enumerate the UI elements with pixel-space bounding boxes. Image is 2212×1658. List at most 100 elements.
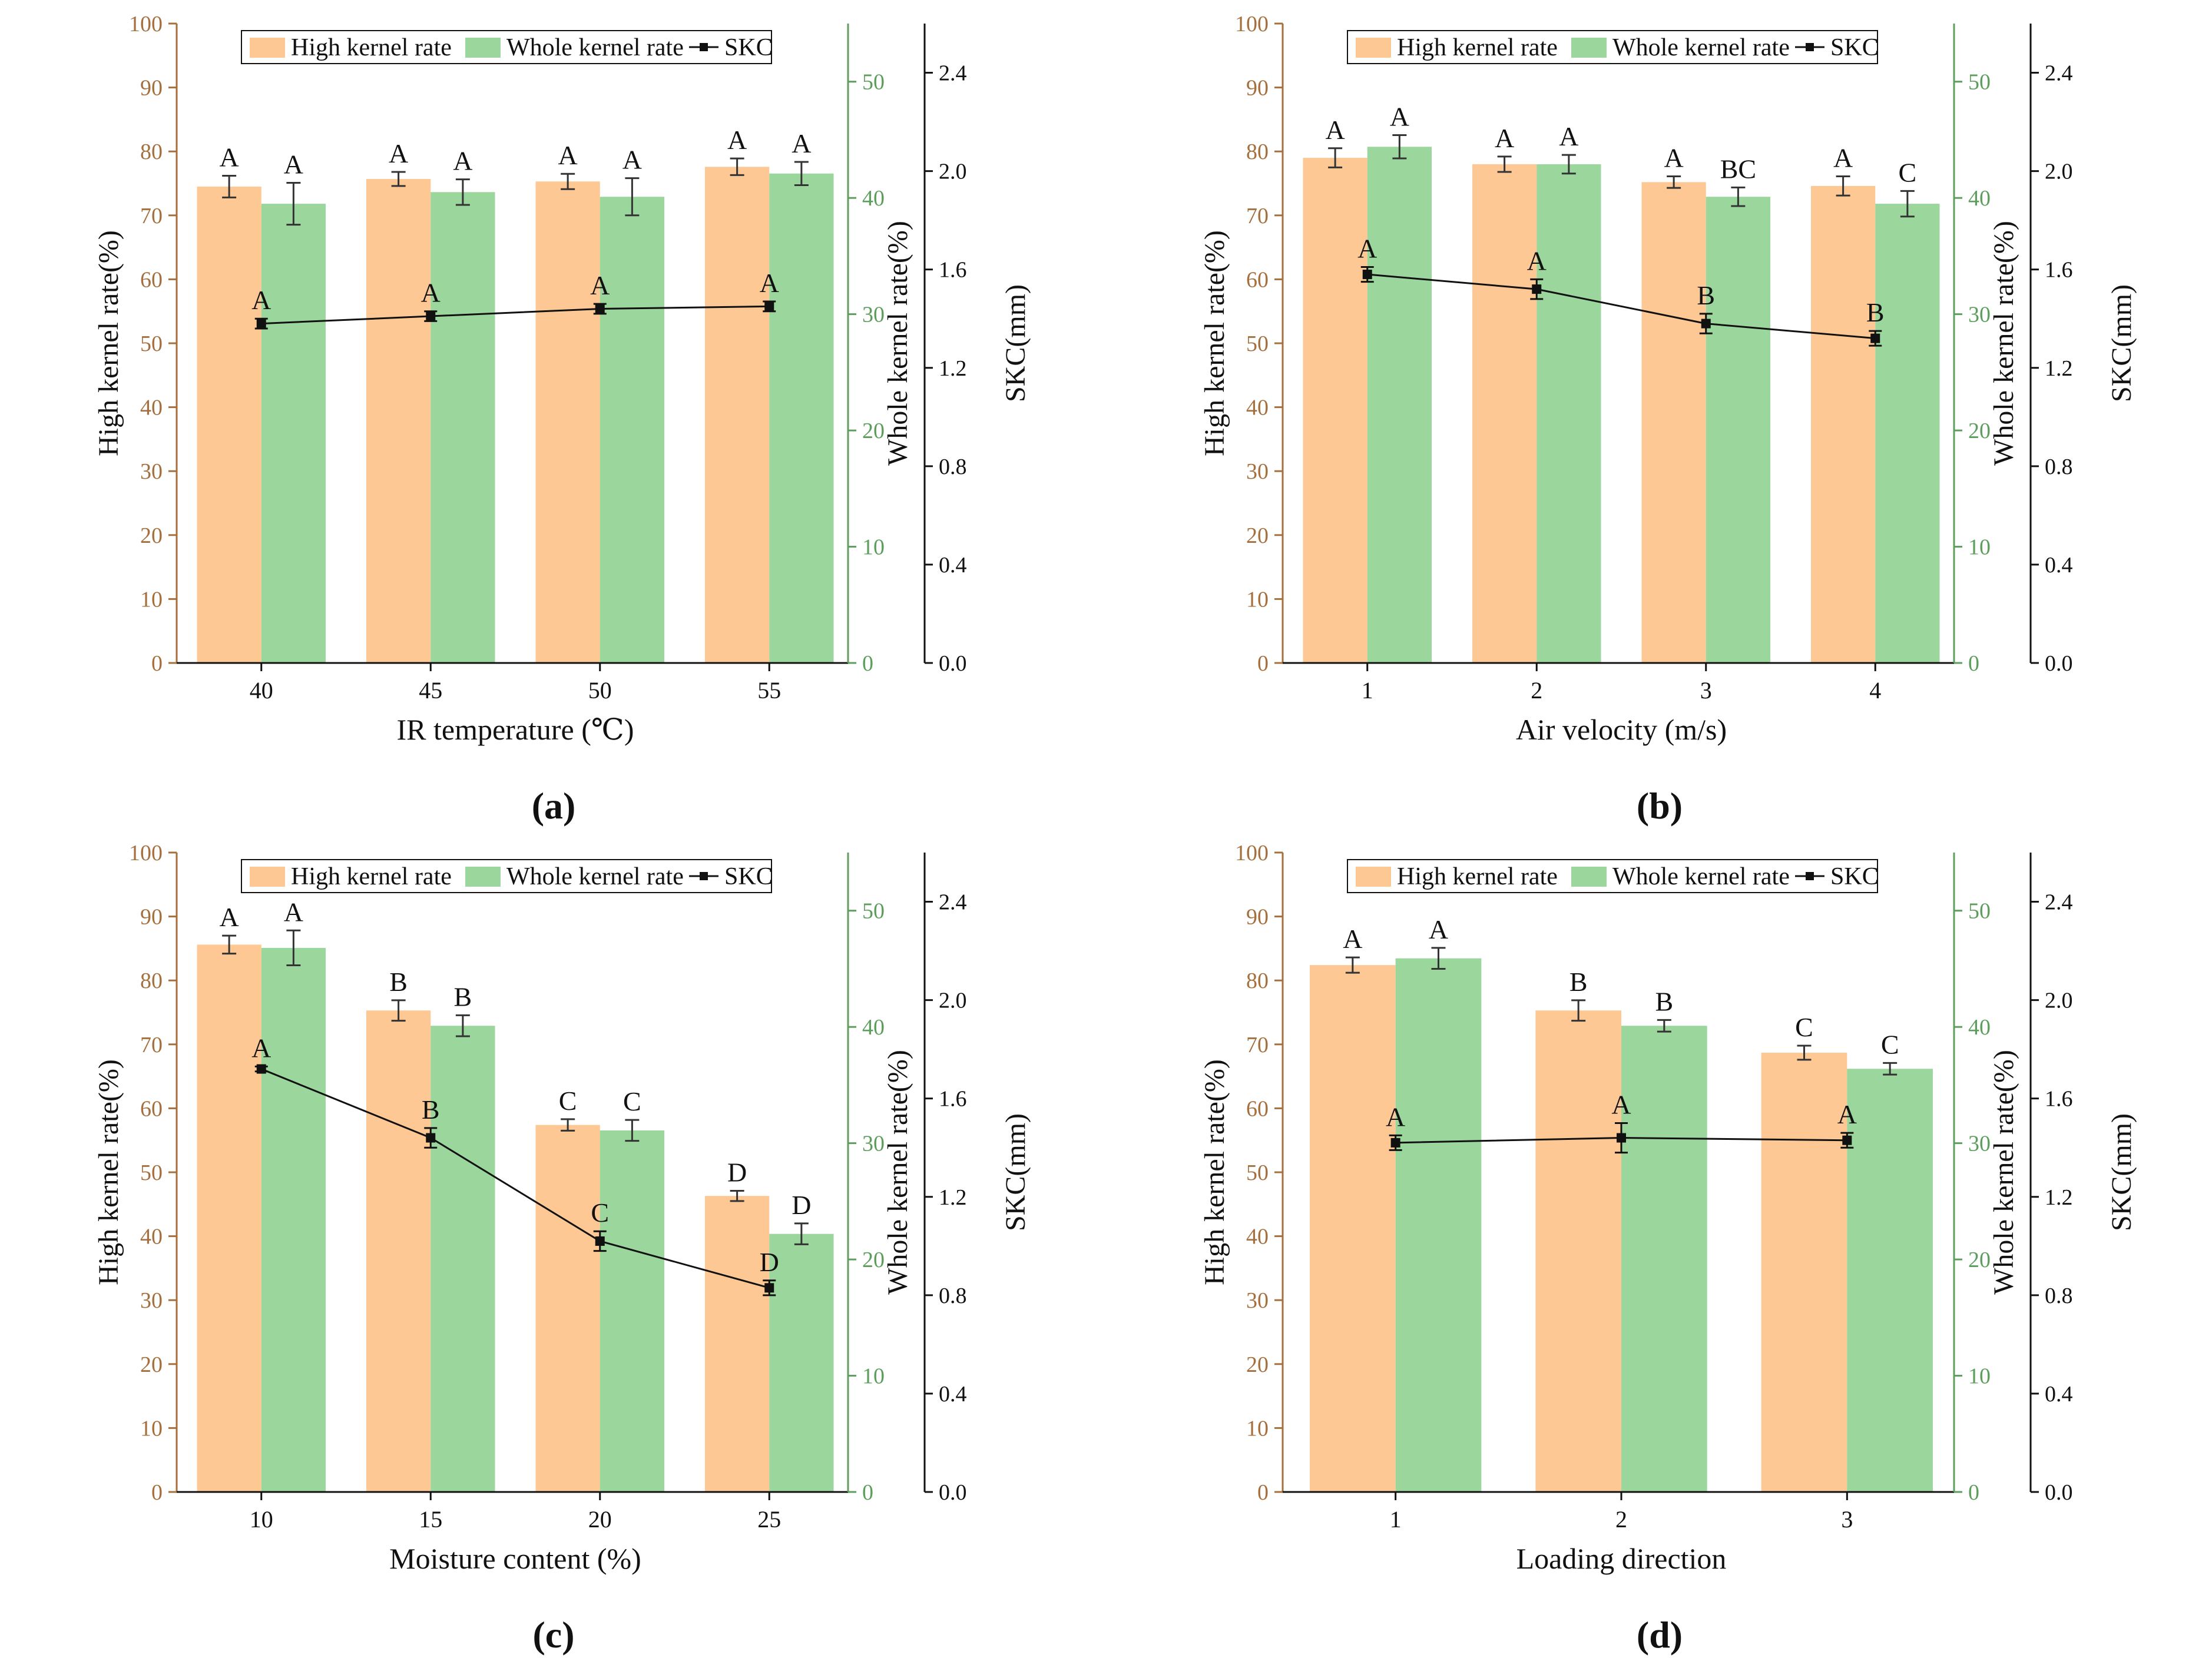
mid-tick-label: 40 [862, 186, 885, 211]
whole-kernel-bar [261, 204, 326, 663]
high-kernel-bar [197, 944, 261, 1492]
right-tick-label: 1.6 [939, 1087, 967, 1112]
legend-label-high: High kernel rate [291, 863, 452, 890]
right-axis-label: SKC(mm) [1000, 284, 1031, 402]
mid-tick-label: 20 [1968, 419, 1991, 443]
mid-tick-label: 40 [1968, 186, 1991, 211]
skc-point [1390, 1138, 1400, 1148]
legend-label-skc: SKC [1830, 863, 1879, 890]
significance-letter: A [1837, 1099, 1857, 1129]
significance-letter: C [1795, 1012, 1813, 1042]
mid-axis-label: Whole kernel rate(%) [1988, 221, 2019, 466]
significance-letter: B [1697, 280, 1715, 310]
significance-letter: C [591, 1198, 609, 1228]
high-kernel-bar [1310, 965, 1396, 1492]
legend-label-whole: Whole kernel rate [506, 863, 684, 890]
mid-tick-label: 20 [862, 419, 885, 443]
left-tick-label: 90 [140, 76, 163, 101]
left-tick-label: 20 [1246, 1352, 1269, 1377]
whole-kernel-bar [1706, 197, 1770, 663]
high-kernel-bar [1303, 158, 1367, 663]
mid-tick-label: 10 [1968, 535, 1991, 560]
mid-tick-label: 40 [862, 1015, 885, 1040]
significance-letter: B [1866, 297, 1885, 327]
high-kernel-bar [366, 178, 431, 663]
left-tick-label: 50 [140, 331, 163, 356]
mid-tick-label: 30 [862, 303, 885, 327]
legend-swatch-skc-marker [1806, 43, 1814, 51]
significance-letter: A [727, 125, 747, 155]
left-tick-label: 100 [129, 841, 163, 866]
significance-letter: A [622, 145, 642, 175]
left-tick-label: 20 [1246, 523, 1269, 548]
legend-swatch-skc-marker [700, 872, 708, 880]
left-tick-label: 20 [140, 1352, 163, 1377]
legend-label-skc: SKC [724, 863, 773, 890]
mid-axis-label: Whole kernel rate(%) [882, 1050, 913, 1295]
right-tick-label: 2.4 [2045, 890, 2073, 915]
mid-tick-label: 50 [1968, 899, 1991, 924]
skc-point [426, 311, 436, 321]
legend-box [241, 30, 772, 64]
x-tick-label: 1 [1390, 1506, 1402, 1533]
right-tick-label: 2.0 [939, 160, 967, 184]
left-tick-label: 40 [140, 1225, 163, 1249]
left-tick-label: 30 [140, 459, 163, 484]
legend-swatch-whole [1571, 38, 1607, 58]
whole-kernel-bar [600, 197, 664, 663]
x-tick-label: 3 [1841, 1506, 1853, 1533]
x-tick-label: 3 [1700, 677, 1712, 704]
high-kernel-bar [705, 167, 770, 663]
whole-kernel-bar [261, 947, 326, 1492]
significance-letter: A [1527, 246, 1547, 276]
left-tick-label: 90 [1246, 76, 1269, 101]
high-kernel-bar [1535, 1010, 1621, 1492]
high-kernel-bar [1811, 185, 1876, 663]
mid-tick-label: 40 [1968, 1015, 1991, 1040]
x-tick-label: 50 [588, 677, 612, 704]
high-kernel-bar [197, 186, 261, 663]
mid-tick-label: 0 [862, 1480, 873, 1505]
skc-line [1367, 273, 1876, 340]
left-tick-label: 100 [1235, 841, 1269, 866]
right-tick-label: 0.0 [939, 1480, 967, 1505]
x-axis-label: Loading direction [1516, 1542, 1727, 1575]
skc-point [595, 304, 605, 314]
left-axis-label: High kernel rate(%) [93, 230, 124, 456]
left-tick-label: 30 [1246, 1288, 1269, 1313]
skc-point [1842, 1135, 1852, 1145]
left-tick-label: 50 [1246, 1160, 1269, 1185]
skc-point [764, 1283, 774, 1293]
legend-label-high: High kernel rate [291, 34, 452, 61]
significance-letter: A [453, 146, 472, 176]
panel-label: (c) [532, 1614, 574, 1656]
significance-letter: A [1357, 234, 1377, 264]
significance-letter: A [389, 138, 408, 168]
significance-letter: C [623, 1086, 641, 1116]
left-tick-label: 30 [140, 1288, 163, 1313]
significance-letter: A [251, 1033, 271, 1063]
whole-kernel-bar [431, 1026, 495, 1492]
mid-tick-label: 50 [862, 70, 885, 95]
right-axis-label: SKC(mm) [2106, 1113, 2137, 1231]
mid-tick-label: 30 [1968, 303, 1991, 327]
whole-kernel-bar [1537, 164, 1601, 663]
whole-kernel-bar [1395, 958, 1482, 1492]
mid-tick-label: 20 [1968, 1248, 1991, 1272]
legend-label-whole: Whole kernel rate [1612, 863, 1790, 890]
skc-point [1362, 270, 1372, 280]
legend-label-whole: Whole kernel rate [1612, 34, 1790, 61]
mid-tick-label: 0 [1968, 1480, 1979, 1505]
legend-swatch-whole [1571, 867, 1607, 887]
significance-letter: B [1655, 986, 1673, 1016]
significance-letter: D [760, 1247, 779, 1277]
high-kernel-bar [366, 1010, 431, 1492]
high-kernel-bar [1761, 1052, 1847, 1492]
right-tick-label: 0.8 [939, 455, 967, 479]
left-tick-label: 0 [151, 1480, 163, 1505]
left-tick-label: 10 [1246, 587, 1269, 612]
x-tick-label: 55 [757, 677, 781, 704]
x-tick-label: 25 [757, 1506, 781, 1533]
right-axis-label: SKC(mm) [2106, 284, 2137, 402]
